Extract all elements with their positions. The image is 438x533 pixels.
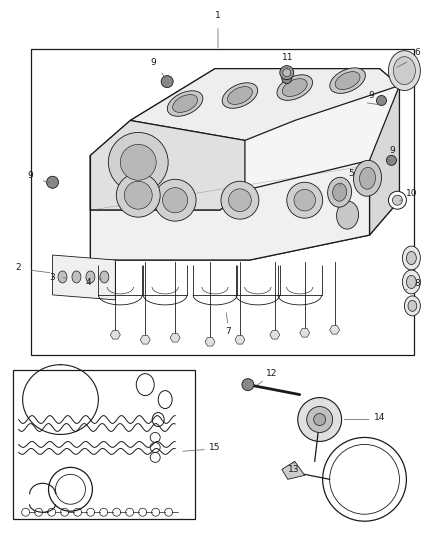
Ellipse shape (406, 252, 417, 264)
Circle shape (386, 155, 396, 165)
Ellipse shape (336, 201, 359, 229)
Text: 9: 9 (369, 91, 374, 100)
Ellipse shape (408, 301, 417, 311)
Polygon shape (130, 69, 399, 140)
Text: 9: 9 (150, 58, 156, 67)
Ellipse shape (221, 181, 259, 219)
Ellipse shape (283, 79, 307, 96)
Circle shape (283, 69, 291, 77)
Text: 15: 15 (209, 443, 221, 452)
Circle shape (389, 191, 406, 209)
Ellipse shape (328, 177, 352, 207)
Ellipse shape (403, 246, 420, 270)
Polygon shape (300, 328, 310, 337)
Ellipse shape (353, 160, 381, 196)
Circle shape (46, 176, 59, 188)
Text: 7: 7 (225, 327, 231, 336)
Ellipse shape (294, 189, 315, 211)
Text: 9: 9 (28, 171, 33, 180)
Text: 11: 11 (282, 53, 293, 62)
Text: 5: 5 (349, 169, 354, 178)
Ellipse shape (360, 167, 375, 189)
Polygon shape (282, 462, 305, 479)
Polygon shape (90, 69, 399, 260)
Circle shape (108, 132, 168, 192)
Circle shape (314, 414, 326, 425)
Text: 3: 3 (49, 273, 55, 282)
Ellipse shape (167, 91, 203, 116)
Text: 6: 6 (414, 48, 420, 57)
Text: 2: 2 (16, 263, 21, 272)
Ellipse shape (222, 83, 258, 108)
Ellipse shape (154, 179, 196, 221)
Ellipse shape (229, 189, 251, 212)
Polygon shape (53, 255, 115, 300)
Circle shape (120, 144, 156, 180)
Polygon shape (90, 155, 370, 260)
Ellipse shape (332, 183, 346, 201)
Circle shape (124, 181, 152, 209)
Ellipse shape (162, 188, 188, 213)
Text: 1: 1 (215, 11, 221, 20)
Text: 10: 10 (406, 189, 417, 198)
Ellipse shape (389, 51, 420, 91)
Circle shape (242, 378, 254, 391)
Ellipse shape (287, 182, 323, 218)
Circle shape (161, 76, 173, 87)
Ellipse shape (335, 71, 360, 90)
Circle shape (377, 95, 386, 106)
Text: 14: 14 (374, 413, 385, 422)
Ellipse shape (227, 86, 252, 104)
Ellipse shape (330, 68, 365, 93)
Polygon shape (370, 86, 399, 235)
Text: 13: 13 (288, 465, 300, 474)
Circle shape (280, 66, 294, 79)
Circle shape (392, 195, 403, 205)
Ellipse shape (403, 270, 420, 294)
Bar (31, 49, 414, 355)
Ellipse shape (72, 271, 81, 283)
Polygon shape (110, 330, 120, 339)
Polygon shape (330, 326, 339, 334)
Circle shape (282, 74, 292, 84)
Polygon shape (140, 335, 150, 344)
Text: 4: 4 (85, 278, 91, 287)
Polygon shape (205, 337, 215, 346)
Ellipse shape (406, 276, 417, 288)
Ellipse shape (100, 271, 109, 283)
Polygon shape (90, 120, 245, 210)
Ellipse shape (404, 296, 420, 316)
Text: 12: 12 (266, 369, 278, 378)
Circle shape (298, 398, 342, 441)
Polygon shape (170, 334, 180, 342)
Ellipse shape (173, 94, 198, 112)
Ellipse shape (277, 75, 313, 100)
Bar (13, 370, 195, 519)
Ellipse shape (393, 56, 415, 85)
Ellipse shape (58, 271, 67, 283)
Ellipse shape (86, 271, 95, 283)
Polygon shape (270, 330, 280, 339)
Text: 8: 8 (414, 279, 420, 288)
Polygon shape (235, 335, 245, 344)
Circle shape (307, 407, 332, 432)
Text: 9: 9 (389, 146, 396, 155)
Circle shape (117, 173, 160, 217)
